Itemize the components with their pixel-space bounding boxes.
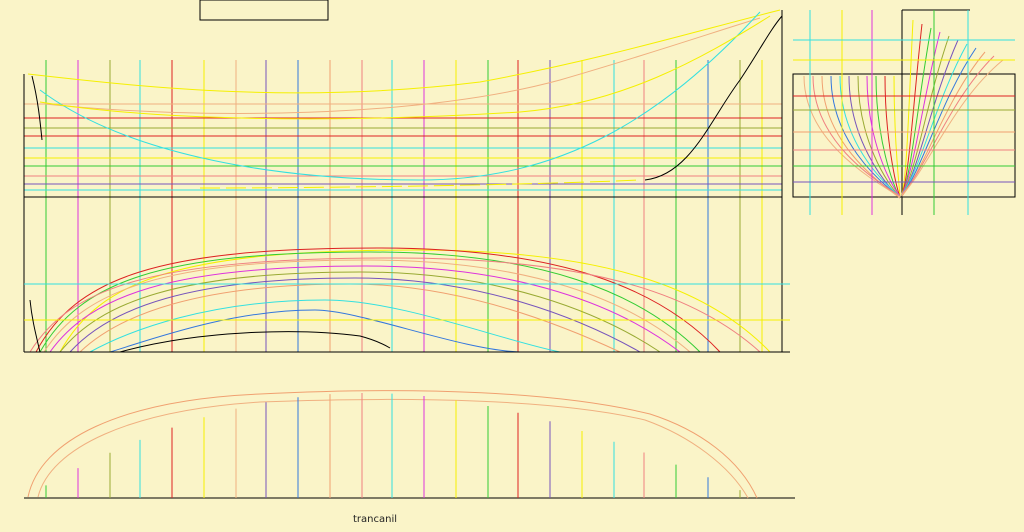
half-breadth-waterline <box>29 257 761 353</box>
body-plan-fore-section <box>901 55 995 195</box>
half-breadth-waterline <box>39 251 701 353</box>
half-breadth-waterline <box>43 259 691 353</box>
body-plan-aft-section <box>866 75 901 197</box>
half-breadth-waterline <box>59 249 771 353</box>
half-breadth-waterline <box>49 265 681 353</box>
deck-line <box>199 179 641 189</box>
profile-waterlines <box>24 103 782 191</box>
half-breadth-waterline <box>69 277 641 353</box>
buttock-line-3 <box>39 15 771 120</box>
body-plan-fore-section <box>901 23 923 196</box>
half-breadth-waterline <box>35 247 721 353</box>
buttock-line-1 <box>44 17 761 114</box>
body-plan-section-curves <box>803 19 1004 199</box>
body-plan-aft-section <box>803 75 901 198</box>
deck-trancanil-view: trancanil <box>24 390 795 525</box>
profile-station-lines <box>45 60 763 352</box>
sheer-line <box>27 9 781 94</box>
body-plan-fore-section <box>901 19 914 195</box>
stern-post-profile <box>31 75 43 141</box>
deck-inner-edge <box>37 398 749 499</box>
body-plan-fore-section <box>901 39 959 197</box>
bow-stem-profile <box>644 15 783 181</box>
title-block-box <box>199 0 329 21</box>
half-breadth-transom <box>29 299 41 353</box>
half-breadth-keel-line <box>119 331 391 353</box>
half-breadth-view <box>24 247 790 353</box>
body-plan-fore-section <box>901 59 1004 196</box>
buttock-line-2 <box>39 11 761 181</box>
half-breadth-waterline <box>109 309 521 353</box>
half-breadth-waterline <box>59 271 661 353</box>
body-plan-view <box>792 9 1016 215</box>
half-breadth-waterline <box>89 299 561 353</box>
deck-station-lines <box>45 393 741 498</box>
body-plan-aft-section <box>884 75 901 198</box>
deck-outer-edge <box>27 390 758 499</box>
profile-view <box>23 9 783 352</box>
half-breadth-waterlines <box>29 247 771 353</box>
body-plan-grid <box>793 10 1015 215</box>
body-plan-aft-section <box>812 75 901 197</box>
body-plan-fore-section <box>901 35 950 196</box>
drawing-caption: trancanil <box>353 514 397 525</box>
body-plan-fore-section <box>901 43 968 195</box>
half-breadth-waterline <box>79 283 621 353</box>
body-plan-frame-box <box>792 73 1016 198</box>
